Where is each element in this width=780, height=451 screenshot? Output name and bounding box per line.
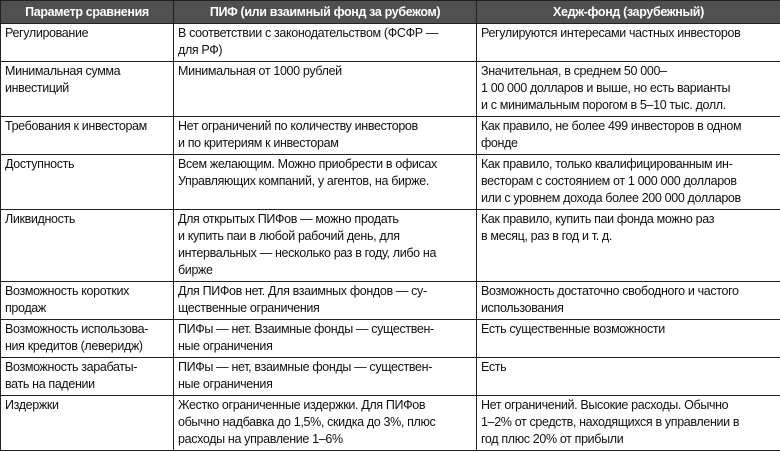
mutual-fund-cell: ПИФы — нет, взаимные фонды — существен- … <box>174 358 477 396</box>
mutual-fund-cell: Жестко ограниченные издержки. Для ПИФов … <box>174 396 477 451</box>
mutual-fund-cell: В соответствии с законодательством (ФСФР… <box>174 24 477 62</box>
mutual-fund-cell: Минимальная от 1000 рублей <box>174 62 477 117</box>
parameter-cell: Требования к инвесторам <box>1 117 174 155</box>
hedge-fund-cell: Регулируются интересами частных инвестор… <box>477 24 780 62</box>
mutual-fund-cell: Всем желающим. Можно приобрести в офисах… <box>174 155 477 210</box>
parameter-cell: Возможность использова- ния кредитов (ле… <box>1 320 174 358</box>
parameter-cell: Доступность <box>1 155 174 210</box>
parameter-cell: Возможность зарабаты- вать на падении <box>1 358 174 396</box>
hedge-fund-cell: Как правило, только квалифицированным ин… <box>477 155 780 210</box>
mutual-fund-cell: Для ПИФов нет. Для взаимных фондов — су-… <box>174 282 477 320</box>
hedge-fund-cell: Есть существенные возможности <box>477 320 780 358</box>
parameter-cell: Минимальная сумма инвестиций <box>1 62 174 117</box>
hedge-fund-cell: Возможность достаточно свободного и част… <box>477 282 780 320</box>
header-mutual-fund: ПИФ (или взаимный фонд за рубежом) <box>174 1 477 24</box>
mutual-fund-cell: ПИФы — нет. Взаимные фонды — существен- … <box>174 320 477 358</box>
parameter-cell: Ликвидность <box>1 210 174 282</box>
mutual-fund-cell: Для открытых ПИФов — можно продать и куп… <box>174 210 477 282</box>
header-parameter: Параметр сравнения <box>1 1 174 24</box>
mutual-fund-cell: Нет ограничений по количеству инвесторов… <box>174 117 477 155</box>
hedge-fund-cell: Нет ограничений. Высокие расходы. Обычно… <box>477 396 780 451</box>
parameter-cell: Издержки <box>1 396 174 451</box>
parameter-cell: Возможность коротких продаж <box>1 282 174 320</box>
hedge-fund-cell: Как правило, не более 499 инвесторов в о… <box>477 117 780 155</box>
header-row: Параметр сравнения ПИФ (или взаимный фон… <box>1 1 780 24</box>
hedge-fund-cell: Значительная, в среднем 50 000– 1 00 000… <box>477 62 780 117</box>
parameter-cell: Регулирование <box>1 24 174 62</box>
hedge-fund-cell: Есть <box>477 358 780 396</box>
table-row: Возможность использова- ния кредитов (ле… <box>1 320 780 358</box>
header-hedge-fund: Хедж-фонд (зарубежный) <box>477 1 780 24</box>
hedge-fund-cell: Как правило, купить паи фонда можно раз … <box>477 210 780 282</box>
